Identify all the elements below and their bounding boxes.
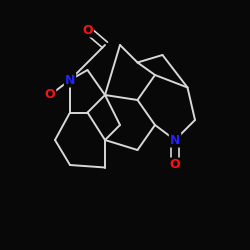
Text: O: O xyxy=(45,88,55,102)
Text: O: O xyxy=(170,158,180,172)
Text: O: O xyxy=(82,24,93,36)
Text: N: N xyxy=(170,134,180,146)
Text: N: N xyxy=(65,74,75,86)
